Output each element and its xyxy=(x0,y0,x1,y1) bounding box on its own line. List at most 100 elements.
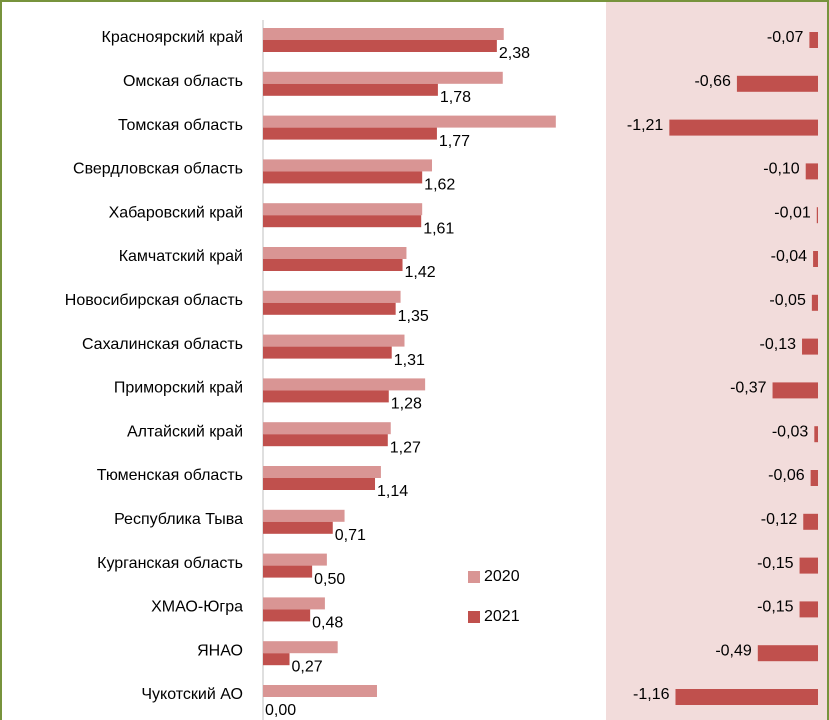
bar xyxy=(263,641,338,654)
bar xyxy=(263,478,376,490)
category-label: Новосибирская область xyxy=(65,292,243,309)
diff-bar xyxy=(816,207,818,224)
diff-label: -1,21 xyxy=(627,117,664,134)
diff-label: -0,01 xyxy=(774,204,811,221)
diff-bar xyxy=(772,382,818,399)
diff-bar xyxy=(810,470,818,486)
bar xyxy=(263,83,438,96)
bar xyxy=(263,28,504,40)
bar xyxy=(263,40,497,52)
category-label: Алтайский край xyxy=(127,423,243,440)
diff-bar xyxy=(736,75,818,92)
bar xyxy=(263,171,423,184)
value-label: 1,78 xyxy=(440,89,471,106)
category-label: Республика Тыва xyxy=(114,511,243,528)
bar xyxy=(263,597,325,610)
bar xyxy=(263,653,290,666)
diff-label: -0,13 xyxy=(760,336,797,353)
diff-label: -0,37 xyxy=(730,380,767,397)
diff-label: -0,66 xyxy=(694,73,731,90)
diff-bar xyxy=(669,119,818,136)
category-label: Курганская область xyxy=(97,555,243,572)
diff-bar xyxy=(814,426,818,443)
value-label: 1,42 xyxy=(405,264,436,281)
diff-bar xyxy=(813,251,818,267)
bar xyxy=(263,378,426,391)
diff-bar xyxy=(805,163,818,180)
diff-label: -0,15 xyxy=(757,555,794,572)
category-label: Приморский край xyxy=(114,380,243,397)
value-label: 1,27 xyxy=(390,439,421,456)
bar xyxy=(263,521,333,534)
bar xyxy=(263,685,377,697)
category-label: Тюменская область xyxy=(97,467,243,484)
bar xyxy=(263,434,388,447)
diff-label: -0,15 xyxy=(757,599,794,616)
value-label: 0,50 xyxy=(314,571,345,588)
bar xyxy=(263,259,403,271)
diff-label: -0,05 xyxy=(769,292,806,309)
bar xyxy=(263,71,503,84)
diff-bar xyxy=(675,689,818,705)
diff-label: -1,16 xyxy=(633,686,670,703)
category-label: Омская область xyxy=(123,73,243,90)
bar xyxy=(263,334,405,347)
diff-label: -0,49 xyxy=(715,642,752,659)
bar xyxy=(263,509,345,522)
bar xyxy=(263,215,422,228)
category-label: Чукотский АО xyxy=(141,686,243,703)
diff-label: -0,06 xyxy=(768,467,805,484)
category-label: Хабаровский край xyxy=(109,204,243,221)
category-label: Камчатский край xyxy=(119,248,243,265)
bar xyxy=(263,127,437,140)
diff-panel xyxy=(606,0,829,720)
diff-bar xyxy=(802,338,818,355)
bar xyxy=(263,203,423,216)
category-label: ЯНАО xyxy=(197,642,243,659)
bar xyxy=(263,159,433,172)
bar xyxy=(263,422,391,435)
value-label: 1,31 xyxy=(394,352,425,369)
value-label: 2,38 xyxy=(499,45,530,62)
value-label: 1,61 xyxy=(423,220,454,237)
legend-swatch xyxy=(468,611,480,623)
value-label: 1,77 xyxy=(439,133,470,150)
diff-label: -0,07 xyxy=(767,29,804,46)
bar xyxy=(263,346,392,359)
bar xyxy=(263,115,556,128)
diff-label: -0,03 xyxy=(772,423,809,440)
category-label: Сахалинская область xyxy=(82,336,243,353)
diff-bar xyxy=(809,32,818,48)
value-label: 1,62 xyxy=(424,177,455,194)
value-label: 1,35 xyxy=(398,308,429,325)
bar xyxy=(263,466,381,478)
bar xyxy=(263,565,313,578)
value-label: 1,14 xyxy=(377,483,408,500)
diff-bar xyxy=(799,557,818,574)
bar xyxy=(263,609,311,622)
value-label: 0,48 xyxy=(312,615,343,632)
bar xyxy=(263,290,401,303)
bar xyxy=(263,390,389,403)
value-label: 0,00 xyxy=(265,702,296,719)
diff-label: -0,10 xyxy=(763,161,800,178)
category-label: Томская область xyxy=(118,117,243,134)
diff-bar xyxy=(757,645,818,662)
legend-swatch xyxy=(468,571,480,583)
bar xyxy=(263,247,407,259)
category-label: Свердловская область xyxy=(73,161,243,178)
diff-label: -0,12 xyxy=(761,511,798,528)
legend-label: 2020 xyxy=(484,568,520,585)
value-label: 1,28 xyxy=(391,396,422,413)
category-label: ХМАО-Югра xyxy=(151,599,243,616)
category-label: Красноярский край xyxy=(102,29,243,46)
diff-bar xyxy=(811,294,818,311)
value-label: 0,27 xyxy=(292,658,323,675)
value-label: 0,71 xyxy=(335,527,366,544)
bar xyxy=(263,302,396,315)
bar xyxy=(263,553,327,566)
diff-label: -0,04 xyxy=(771,248,808,265)
diff-bar xyxy=(799,601,818,618)
